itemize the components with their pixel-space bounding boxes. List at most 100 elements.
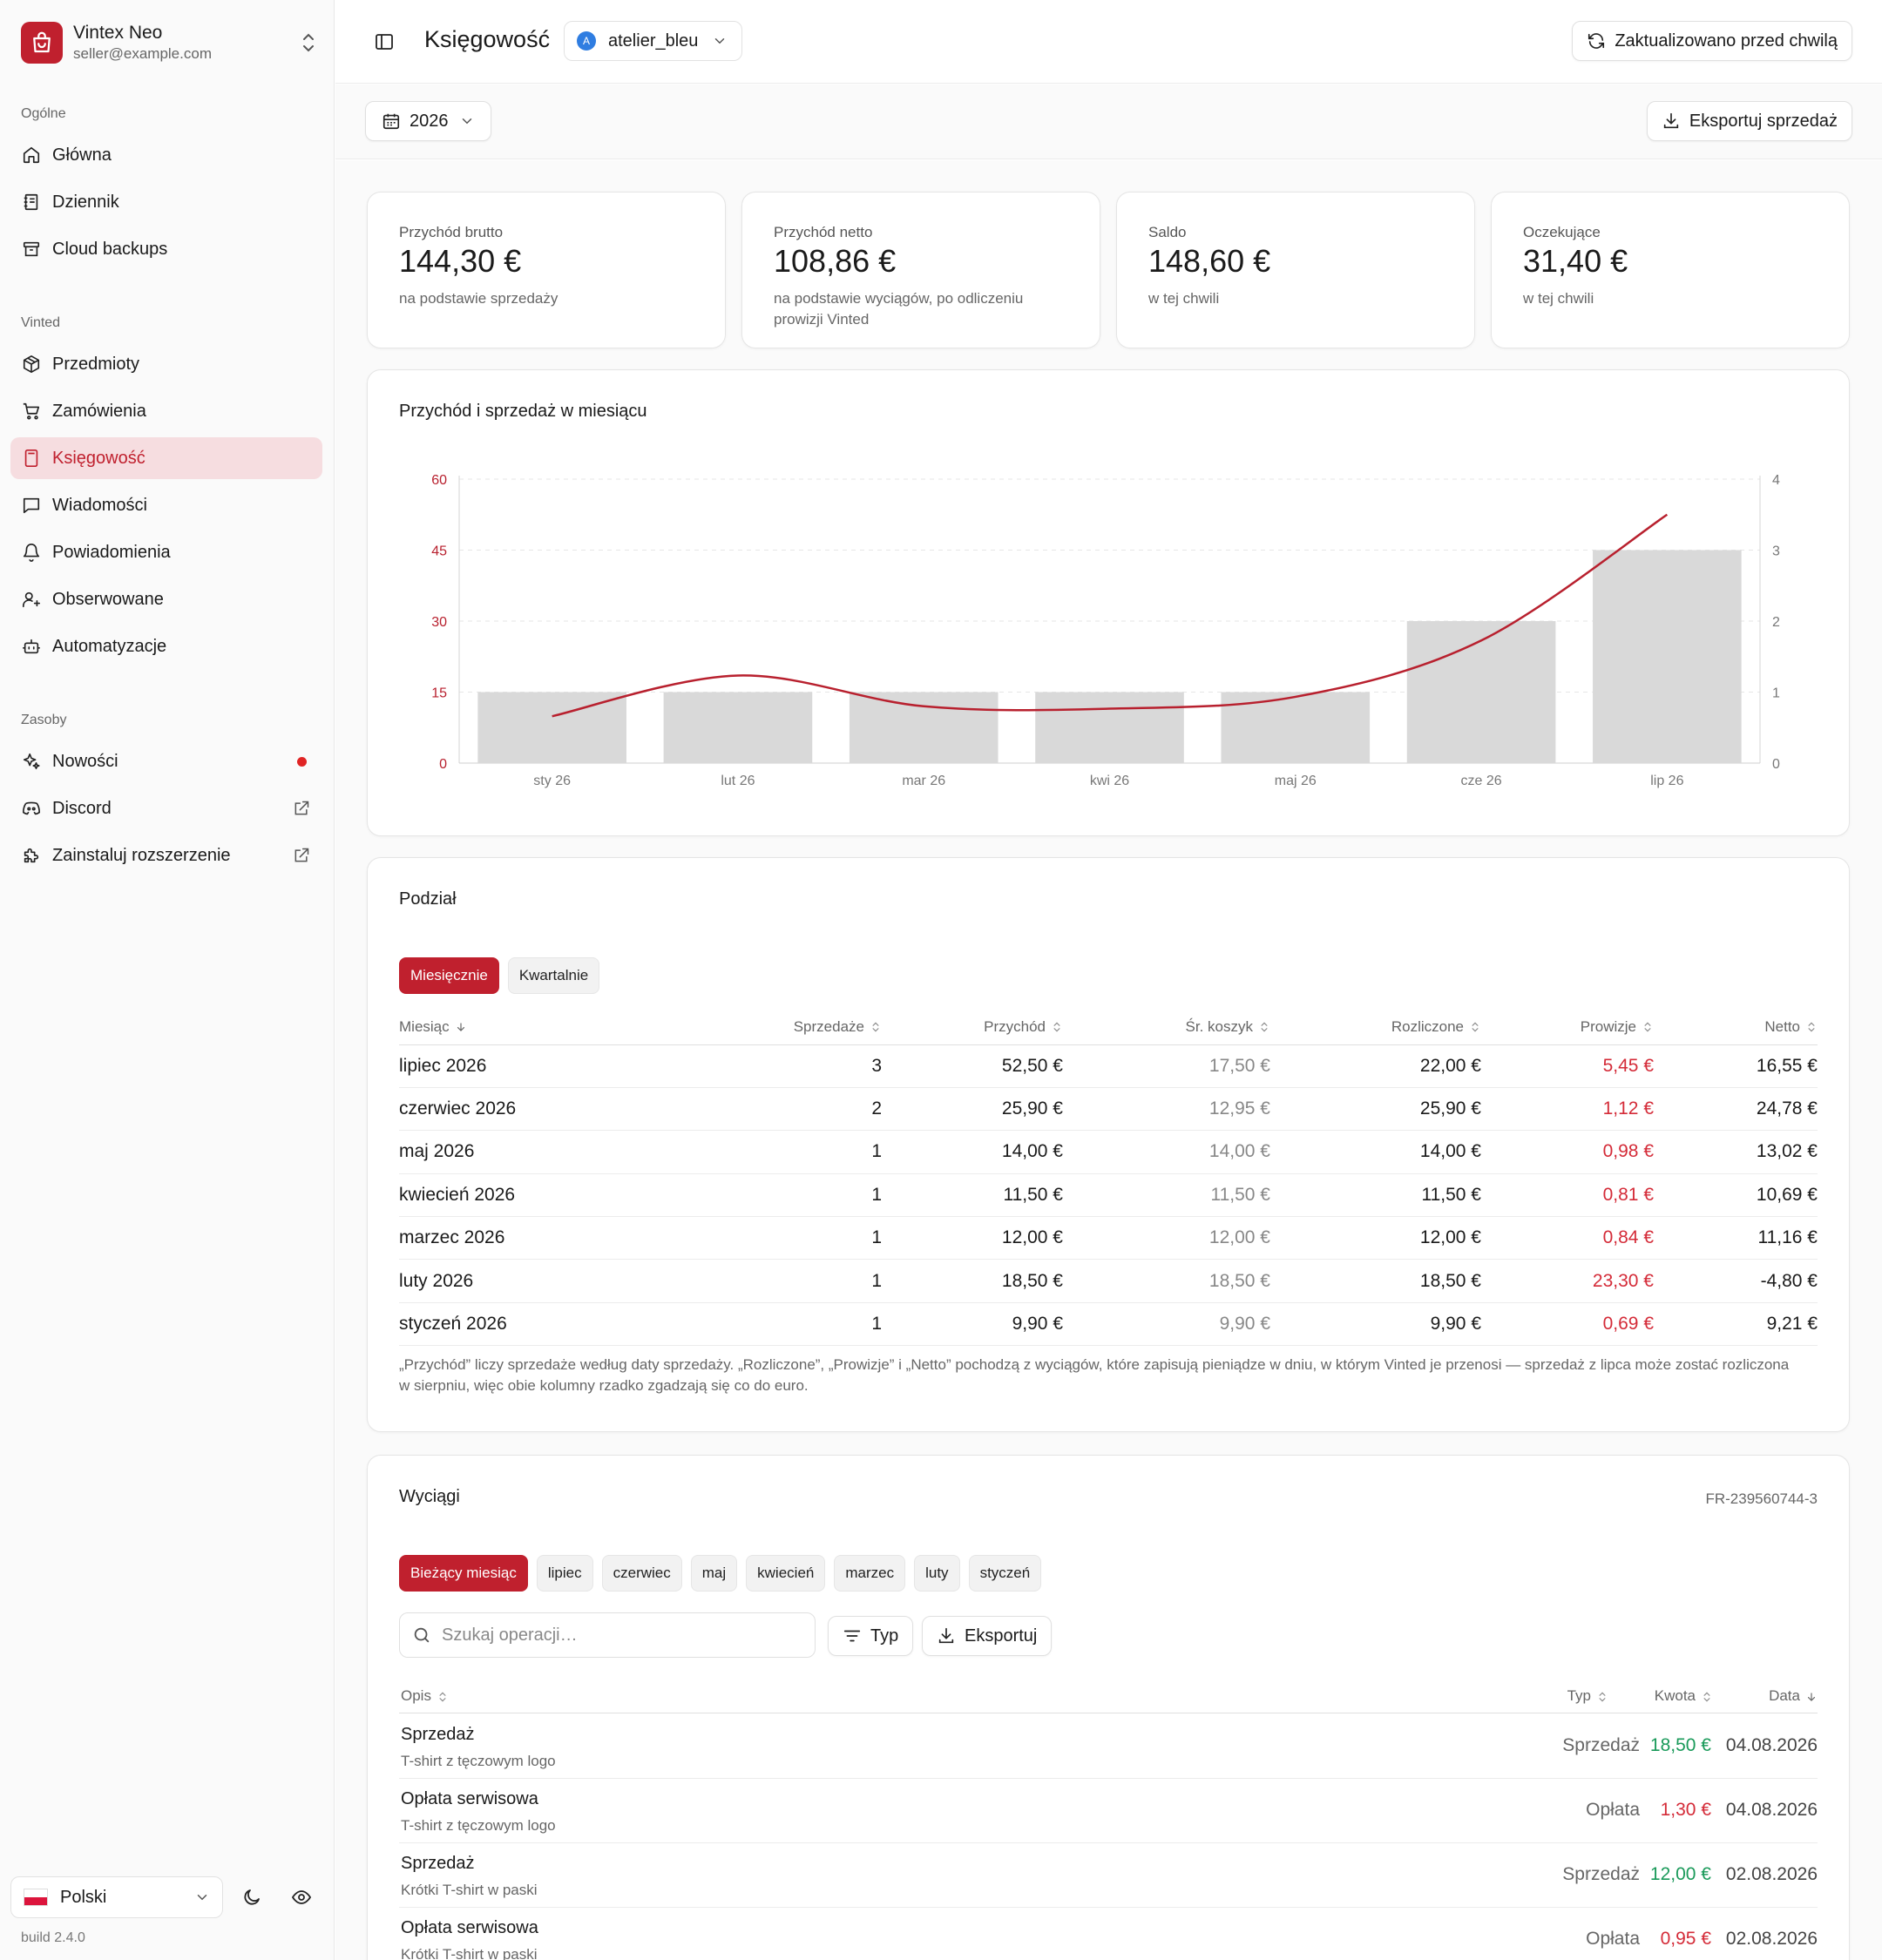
calendar-icon — [382, 112, 401, 131]
stat-label: Przychód brutto — [399, 224, 504, 240]
account-switcher[interactable]: Vintex Neo seller@example.com — [21, 21, 317, 64]
nav-section-resources: Zasoby — [21, 713, 67, 727]
col-fees[interactable]: Prowizje — [1481, 1010, 1654, 1045]
tab-statement-month[interactable]: kwiecień — [746, 1555, 826, 1592]
operation-amount: 1,30 € — [1660, 1800, 1711, 1820]
arrow-down-icon — [1807, 1692, 1816, 1701]
sort-icon — [1261, 1022, 1268, 1032]
message-icon — [21, 495, 42, 516]
unread-dot — [293, 753, 310, 770]
sort-icon — [1053, 1022, 1060, 1032]
col-net[interactable]: Netto — [1654, 1010, 1818, 1045]
theme-toggle-button[interactable] — [234, 1880, 269, 1915]
statements-title: Wyciągi — [399, 1487, 460, 1506]
language-label: Polski — [60, 1887, 107, 1907]
stat-label: Oczekujące — [1523, 224, 1601, 240]
table-cell: 18,50 € — [1270, 1259, 1481, 1303]
operation-type: Sprzedaż — [1562, 1735, 1640, 1755]
tab-statement-month[interactable]: czerwiec — [601, 1555, 682, 1592]
col-date[interactable]: Data — [1769, 1687, 1818, 1705]
nav-item-home[interactable]: Główna — [10, 134, 322, 176]
tab-statement-month[interactable]: styczeń — [968, 1555, 1042, 1592]
table-cell: maj 2026 — [399, 1130, 660, 1174]
stat-value: 144,30 € — [399, 243, 522, 279]
table-cell: 11,16 € — [1654, 1216, 1818, 1260]
table-cell: 0,98 € — [1481, 1130, 1654, 1174]
chart-title: Przychód i sprzedaż w miesiącu — [399, 402, 647, 421]
nav-item-orders[interactable]: Zamówienia — [10, 390, 322, 432]
nav-item-install-extension[interactable]: Zainstaluj rozszerzenie — [10, 835, 322, 876]
table-cell: styczeń 2026 — [399, 1302, 660, 1347]
col-revenue[interactable]: Przychód — [882, 1010, 1063, 1045]
nav-item-discord[interactable]: Discord — [10, 787, 322, 829]
x-tick-label: maj 26 — [1275, 774, 1317, 788]
nav-item-journal[interactable]: Dziennik — [10, 181, 322, 223]
language-select[interactable]: Polski — [10, 1876, 223, 1918]
archive-icon — [21, 239, 42, 260]
col-amount[interactable]: Kwota — [1655, 1687, 1713, 1705]
sidebar-toggle-icon[interactable] — [374, 31, 395, 52]
account-select[interactable]: A atelier_bleu — [564, 21, 743, 61]
table-cell: luty 2026 — [399, 1259, 660, 1303]
page-title: Księgowość — [424, 26, 551, 52]
statement-reference: FR-239560744-3 — [1705, 1490, 1818, 1507]
breakdown-note: „Przychód” liczy sprzedaże według daty s… — [399, 1356, 1790, 1394]
nav-item-notifications[interactable]: Powiadomienia — [10, 531, 322, 573]
y-left-tick-label: 60 — [431, 473, 447, 488]
list-item[interactable]: Sprzedaż Krótki T-shirt w paski Sprzedaż 12… — [399, 1843, 1818, 1908]
col-settled[interactable]: Rozliczone — [1270, 1010, 1481, 1045]
tab-statement-month[interactable]: lipiec — [536, 1555, 593, 1592]
nav-label: Przedmioty — [52, 354, 140, 374]
refresh-button[interactable]: Zaktualizowano przed chwilą — [1572, 21, 1852, 61]
nav-item-automations[interactable]: Automatyzacje — [10, 625, 322, 667]
list-item[interactable]: Opłata serwisowa T-shirt z tęczowym logo O… — [399, 1779, 1818, 1843]
operation-amount: 18,50 € — [1649, 1735, 1711, 1755]
operation-item: Krótki T-shirt w paski — [401, 1946, 538, 1960]
y-right-tick-label: 2 — [1772, 615, 1780, 630]
col-sales[interactable]: Sprzedaże — [660, 1010, 882, 1045]
table-cell: 10,69 € — [1654, 1173, 1818, 1218]
col-month[interactable]: Miesiąc — [399, 1010, 660, 1045]
x-tick-label: sty 26 — [533, 774, 571, 788]
tab-monthly[interactable]: Miesięcznie — [399, 957, 499, 994]
table-row: czerwiec 2026 2 25,90 €12,95 €25,90 €1,12 … — [399, 1087, 1818, 1132]
export-statements-button[interactable]: Eksportuj — [922, 1616, 1053, 1656]
tab-statement-month[interactable]: marzec — [834, 1555, 906, 1592]
export-sales-button[interactable]: Eksportuj sprzedaż — [1646, 101, 1852, 141]
table-cell: 1 — [660, 1130, 882, 1174]
col-type[interactable]: Typ — [1567, 1687, 1608, 1705]
y-right-tick-label: 1 — [1772, 686, 1780, 701]
table-cell: 17,50 € — [1063, 1044, 1270, 1088]
nav-item-cloud-backups[interactable]: Cloud backups — [10, 228, 322, 270]
operation-date: 02.08.2026 — [1725, 1864, 1818, 1884]
year-select[interactable]: 2026 — [365, 101, 491, 141]
nav-label: Zainstaluj rozszerzenie — [52, 845, 231, 865]
tab-statement-month[interactable]: luty — [914, 1555, 960, 1592]
type-filter-button[interactable]: Typ — [828, 1616, 914, 1656]
operation-amount: 0,95 € — [1660, 1929, 1711, 1949]
nav-label: Discord — [52, 798, 112, 818]
table-cell: 25,90 € — [882, 1087, 1063, 1132]
nav-item-news[interactable]: Nowości — [10, 740, 322, 782]
home-icon — [21, 145, 42, 166]
tab-quarterly[interactable]: Kwartalnie — [507, 957, 600, 994]
chart-bar — [477, 692, 626, 763]
col-avg-basket[interactable]: Śr. koszyk — [1063, 1010, 1270, 1045]
nav-item-messages[interactable]: Wiadomości — [10, 484, 322, 526]
tab-statement-month[interactable]: maj — [690, 1555, 738, 1592]
table-cell: 9,90 € — [882, 1302, 1063, 1347]
list-item[interactable]: Sprzedaż T-shirt z tęczowym logo Sprzedaż 1… — [399, 1714, 1818, 1779]
cart-icon — [21, 401, 42, 422]
nav-item-items[interactable]: Przedmioty — [10, 343, 322, 385]
tab-statement-month[interactable]: Bieżący miesiąc — [399, 1555, 528, 1592]
table-cell: 3 — [660, 1044, 882, 1088]
type-filter-label: Typ — [870, 1625, 899, 1646]
privacy-toggle-button[interactable] — [284, 1880, 319, 1915]
col-description[interactable]: Opis — [401, 1687, 449, 1705]
nav-item-accounting[interactable]: Księgowość — [10, 437, 322, 479]
nav-item-followed[interactable]: Obserwowane — [10, 578, 322, 620]
package-icon — [21, 354, 42, 375]
search-input[interactable]: Szukaj operacji… — [399, 1612, 816, 1658]
x-tick-label: mar 26 — [902, 774, 945, 788]
list-item[interactable]: Opłata serwisowa Krótki T-shirt w paski Op… — [399, 1908, 1818, 1960]
